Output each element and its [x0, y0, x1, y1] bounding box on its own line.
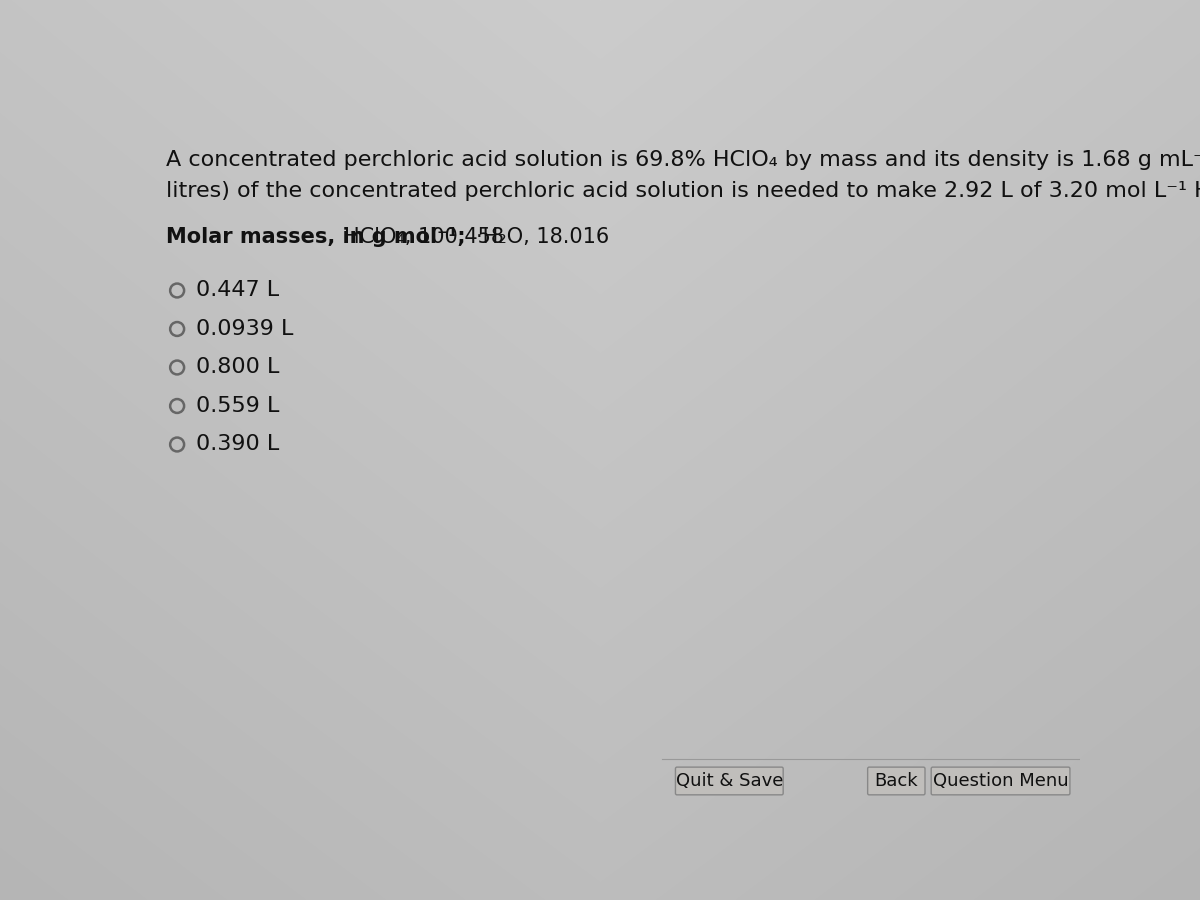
- FancyBboxPatch shape: [868, 767, 925, 795]
- Text: 0.800 L: 0.800 L: [197, 357, 280, 377]
- Text: Molar masses, in g mol⁻¹;: Molar masses, in g mol⁻¹;: [166, 228, 466, 248]
- Text: HClO₄, 100.458: HClO₄, 100.458: [343, 228, 504, 248]
- Text: ·H₂O, 18.016: ·H₂O, 18.016: [475, 228, 608, 248]
- Text: Quit & Save: Quit & Save: [676, 772, 784, 790]
- FancyBboxPatch shape: [676, 767, 784, 795]
- Text: 0.559 L: 0.559 L: [197, 396, 280, 416]
- Text: 0.0939 L: 0.0939 L: [197, 319, 294, 339]
- Text: Question Menu: Question Menu: [932, 772, 1068, 790]
- Text: A concentrated perchloric acid solution is 69.8% HClO₄ by mass and its density i: A concentrated perchloric acid solution …: [166, 150, 1200, 170]
- Text: Back: Back: [875, 772, 918, 790]
- FancyBboxPatch shape: [931, 767, 1070, 795]
- Text: 0.390 L: 0.390 L: [197, 435, 280, 454]
- Text: 0.447 L: 0.447 L: [197, 281, 280, 301]
- Text: litres) of the concentrated perchloric acid solution is needed to make 2.92 L of: litres) of the concentrated perchloric a…: [166, 181, 1200, 201]
